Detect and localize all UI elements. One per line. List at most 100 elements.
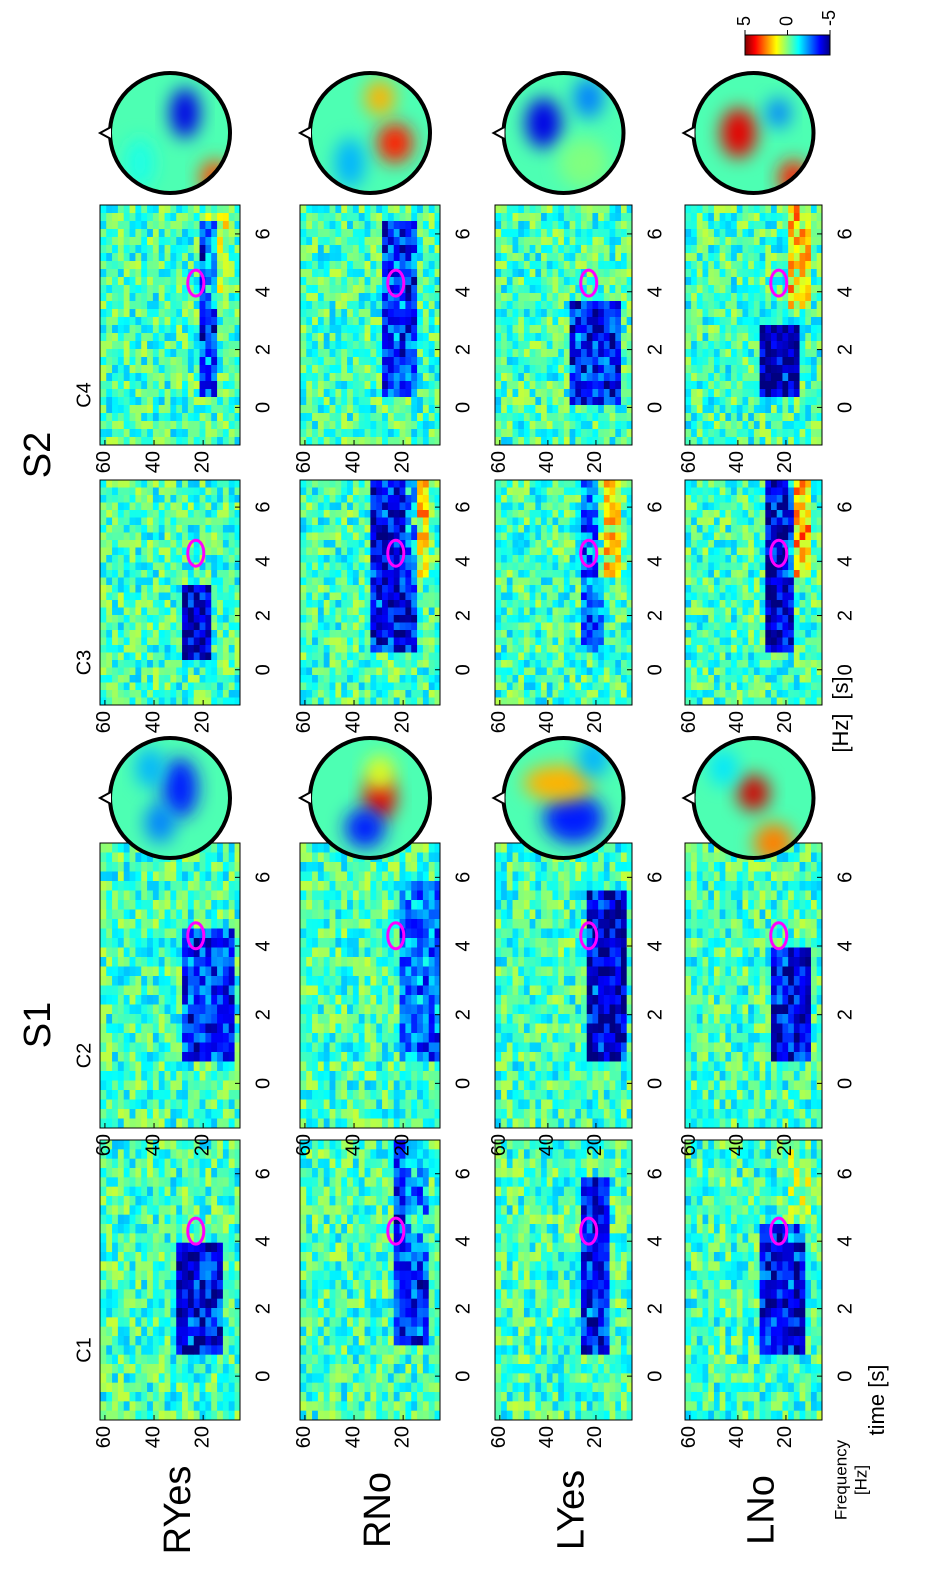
heatmap-cell <box>223 1261 229 1271</box>
heatmap-cell <box>123 261 129 269</box>
heatmap-cell <box>211 697 217 705</box>
heatmap-cell <box>170 690 176 698</box>
heatmap-cell <box>388 1004 394 1014</box>
heatmap-cell <box>205 373 211 381</box>
heatmap-cell <box>312 1270 318 1280</box>
heatmap-cell <box>223 607 229 615</box>
heatmap-cell <box>170 600 176 608</box>
heatmap-cell <box>129 1242 135 1252</box>
heatmap-cell <box>434 862 440 872</box>
heatmap-cell <box>205 976 211 986</box>
heatmap-cell <box>129 660 135 668</box>
heatmap-cell <box>347 1196 353 1206</box>
heatmap-cell <box>153 900 159 910</box>
x-tick-label: 4 <box>252 286 274 297</box>
heatmap-cell <box>223 667 229 675</box>
heatmap-cell <box>335 1326 341 1336</box>
heatmap-cell <box>312 1061 318 1071</box>
heatmap-cell <box>428 1233 434 1243</box>
heatmap-cell <box>158 205 164 213</box>
heatmap-cell <box>223 1052 229 1062</box>
heatmap-cell <box>300 852 306 862</box>
heatmap-cell <box>306 585 312 593</box>
heatmap-cell <box>176 592 182 600</box>
heatmap-cell <box>434 1177 440 1187</box>
heatmap-cell <box>135 205 141 213</box>
heatmap-cell <box>135 1336 141 1346</box>
heatmap-cell <box>100 1071 106 1081</box>
heatmap-cell <box>382 1261 388 1271</box>
heatmap-cell <box>147 437 153 445</box>
heatmap-cell <box>112 525 118 533</box>
heatmap-cell <box>205 1270 211 1280</box>
heatmap-cell <box>228 1080 234 1090</box>
heatmap-cell <box>182 697 188 705</box>
heatmap-cell <box>205 697 211 705</box>
heatmap-cell <box>300 1289 306 1299</box>
heatmap-cell <box>164 405 170 413</box>
heatmap-cell <box>318 900 324 910</box>
heatmap-cell <box>382 1186 388 1196</box>
heatmap-cell <box>370 966 376 976</box>
heatmap-cell <box>176 373 182 381</box>
heatmap-cell <box>211 1261 217 1271</box>
heatmap-cell <box>405 1042 411 1052</box>
heatmap-cell <box>393 1382 399 1392</box>
heatmap-cell <box>135 871 141 881</box>
heatmap-cell <box>164 1061 170 1071</box>
heatmap-cell <box>193 1042 199 1052</box>
heatmap-cell <box>223 555 229 563</box>
heatmap-cell <box>153 637 159 645</box>
heatmap-cell <box>364 547 370 555</box>
heatmap-cell <box>411 985 417 995</box>
heatmap-cell <box>106 437 112 445</box>
heatmap-cell <box>353 1014 359 1024</box>
heatmap-cell <box>318 1214 324 1224</box>
heatmap-cell <box>158 1158 164 1168</box>
heatmap-cell <box>129 1042 135 1052</box>
heatmap-cell <box>234 1090 240 1100</box>
heatmap-cell <box>329 1042 335 1052</box>
heatmap-cell <box>341 928 347 938</box>
heatmap-cell <box>399 667 405 675</box>
heatmap-cell <box>341 947 347 957</box>
heatmap-cell <box>211 1186 217 1196</box>
heatmap-cell <box>417 1233 423 1243</box>
heatmap-cell <box>123 1373 129 1383</box>
heatmap-cell <box>153 341 159 349</box>
heatmap-cell <box>405 890 411 900</box>
heatmap-cell <box>182 381 188 389</box>
heatmap-cell <box>312 1336 318 1346</box>
heatmap-cell <box>199 660 205 668</box>
heatmap-cell <box>306 547 312 555</box>
heatmap-cell <box>211 1392 217 1402</box>
heatmap-cell <box>106 389 112 397</box>
heatmap-cell <box>405 682 411 690</box>
heatmap-cell <box>100 357 106 365</box>
heatmap-cell <box>423 1261 429 1271</box>
heatmap-cell <box>353 1270 359 1280</box>
heatmap-cell <box>318 1242 324 1252</box>
heatmap-cell <box>434 1252 440 1262</box>
heatmap-cell <box>434 985 440 995</box>
heatmap-cell <box>193 1261 199 1271</box>
heatmap-cell <box>182 995 188 1005</box>
heatmap-cell <box>364 1252 370 1262</box>
heatmap-cell <box>182 1364 188 1374</box>
heatmap-cell <box>318 1317 324 1327</box>
heatmap-cell <box>158 245 164 253</box>
heatmap-cell <box>106 1099 112 1109</box>
heatmap-cell <box>118 1140 124 1150</box>
heatmap-cell <box>423 1270 429 1280</box>
heatmap-cell <box>141 333 147 341</box>
heatmap-cell <box>323 675 329 683</box>
heatmap-cell <box>129 229 135 237</box>
heatmap-cell <box>176 532 182 540</box>
heatmap-cell <box>323 570 329 578</box>
heatmap-cell <box>217 881 223 891</box>
heatmap-cell <box>382 1158 388 1168</box>
heatmap-cell <box>141 1242 147 1252</box>
heatmap-cell <box>100 277 106 285</box>
heatmap-cell <box>147 1382 153 1392</box>
heatmap-cell <box>223 660 229 668</box>
